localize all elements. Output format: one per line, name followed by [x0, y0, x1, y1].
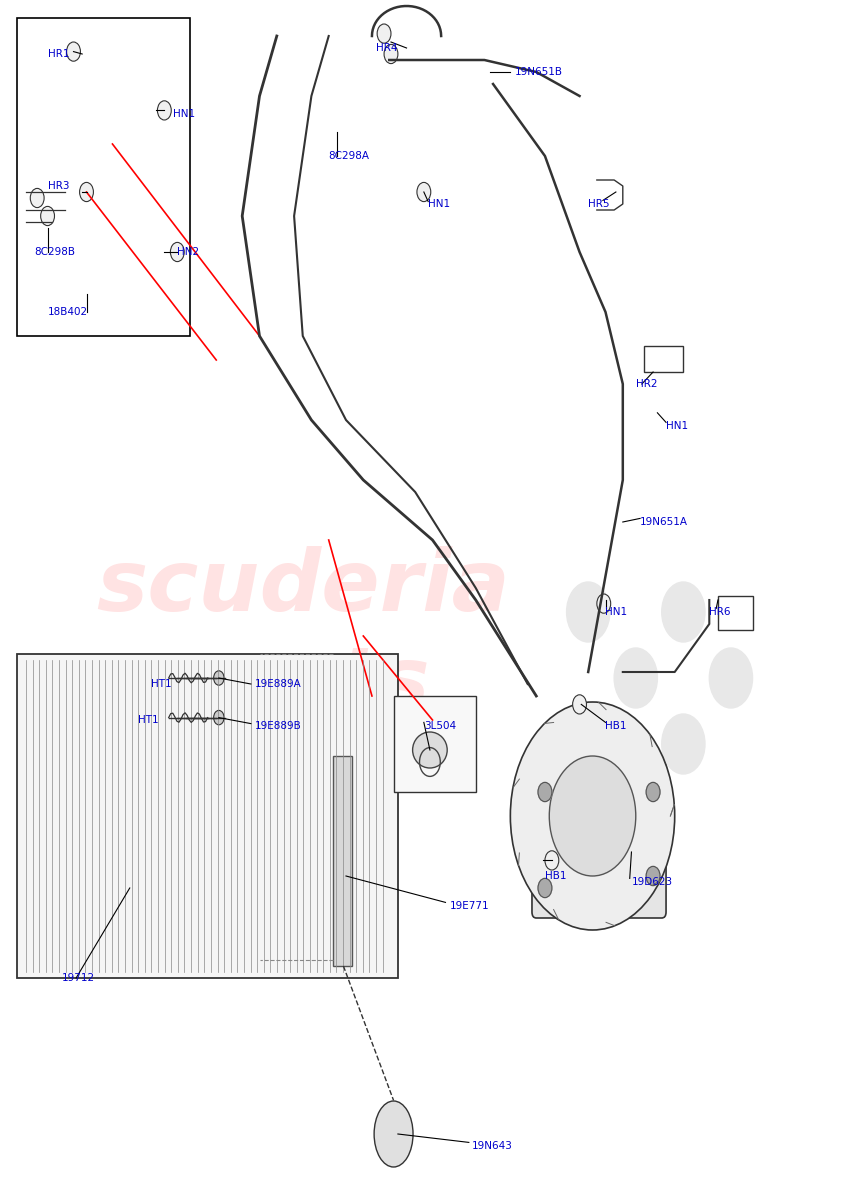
Circle shape [646, 782, 660, 802]
Text: HR6: HR6 [709, 607, 731, 617]
Text: HR5: HR5 [588, 199, 610, 209]
Circle shape [417, 182, 431, 202]
Bar [17, 654, 398, 978]
Circle shape [573, 695, 586, 714]
Ellipse shape [549, 756, 636, 876]
Circle shape [30, 188, 44, 208]
FancyBboxPatch shape [532, 762, 666, 918]
Text: HB1: HB1 [545, 871, 567, 881]
Circle shape [614, 714, 657, 774]
Circle shape [614, 582, 657, 642]
Circle shape [597, 594, 611, 613]
Text: 19E771: 19E771 [450, 901, 490, 911]
Text: HN1: HN1 [428, 199, 451, 209]
Text: HT1: HT1 [138, 715, 159, 725]
Circle shape [80, 182, 93, 202]
Text: HN1: HN1 [606, 607, 628, 617]
Circle shape [41, 206, 54, 226]
Circle shape [170, 242, 184, 262]
Bar [394, 696, 476, 792]
Ellipse shape [413, 732, 447, 768]
Text: 19D623: 19D623 [631, 877, 673, 887]
Circle shape [545, 851, 559, 870]
Circle shape [157, 101, 171, 120]
Text: HB1: HB1 [606, 721, 627, 731]
Circle shape [662, 714, 705, 774]
Circle shape [709, 714, 753, 774]
Circle shape [662, 648, 705, 708]
Text: HR3: HR3 [48, 181, 69, 191]
Text: 8C298B: 8C298B [35, 247, 75, 257]
Text: HN2: HN2 [177, 247, 200, 257]
Text: 19E889B: 19E889B [255, 721, 302, 731]
Circle shape [384, 44, 398, 64]
Circle shape [614, 648, 657, 708]
Text: HN1: HN1 [173, 109, 195, 119]
Circle shape [377, 24, 391, 43]
Circle shape [709, 582, 753, 642]
Bar [333, 756, 352, 966]
Circle shape [646, 866, 660, 886]
Circle shape [214, 671, 224, 685]
Bar [17, 18, 190, 336]
Text: HT1: HT1 [151, 679, 172, 689]
Circle shape [567, 582, 610, 642]
Text: scuderia
parts: scuderia parts [96, 546, 509, 726]
Text: HR4: HR4 [376, 43, 398, 53]
Circle shape [662, 582, 705, 642]
Text: 19N651B: 19N651B [515, 67, 562, 77]
Text: 19N643: 19N643 [471, 1141, 512, 1151]
Text: 19N651A: 19N651A [640, 517, 688, 527]
Circle shape [538, 782, 552, 802]
Circle shape [214, 710, 224, 725]
Text: 18B402: 18B402 [48, 307, 87, 317]
Text: HR1: HR1 [48, 49, 69, 59]
Text: HR2: HR2 [636, 379, 657, 389]
Ellipse shape [510, 702, 675, 930]
Circle shape [709, 648, 753, 708]
Bar [644, 346, 683, 372]
Circle shape [567, 714, 610, 774]
Text: 19E889A: 19E889A [255, 679, 302, 689]
Bar [718, 596, 753, 630]
Circle shape [567, 648, 610, 708]
Circle shape [67, 42, 80, 61]
Text: 19712: 19712 [62, 973, 95, 983]
Text: HN1: HN1 [666, 421, 689, 431]
Text: 3L504: 3L504 [424, 721, 456, 731]
Ellipse shape [374, 1102, 413, 1166]
Text: 8C298A: 8C298A [329, 151, 369, 161]
Circle shape [538, 878, 552, 898]
